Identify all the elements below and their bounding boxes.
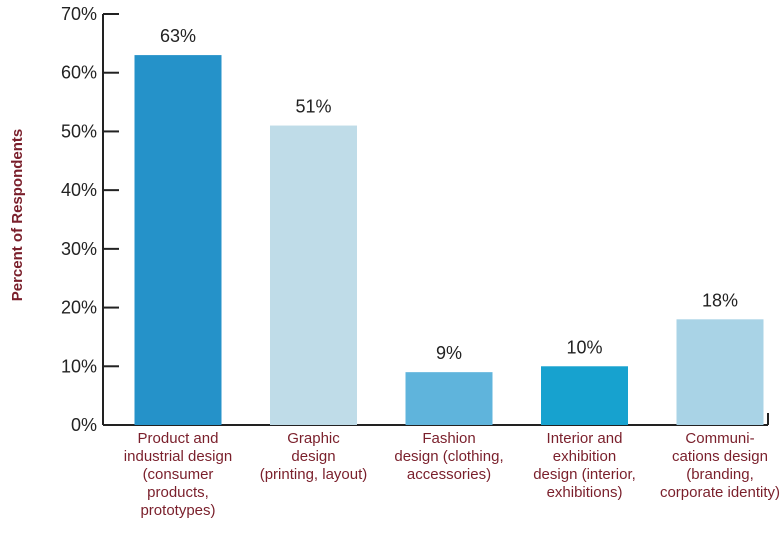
value-label: 63% [160,26,196,46]
y-tick-label: 60% [61,63,97,83]
category-label: Graphic design (printing, layout) [260,430,368,483]
value-label: 10% [566,337,602,357]
y-tick-label: 0% [71,415,97,435]
y-tick-label: 50% [61,121,97,141]
bar [405,372,493,425]
bar [270,125,357,426]
y-axis: 0% 10% 20% 30% 40% 50% 60% 70% [61,4,119,435]
bar [134,55,222,425]
category-label: Product and industrial design (consumer pro… [124,430,232,519]
y-tick-label: 20% [61,298,97,318]
category-label: Communi-cations design (branding, corporat… [660,430,780,501]
bar [541,366,628,425]
bar [676,319,764,425]
value-label: 18% [702,290,738,310]
category-label: Interior and exhibition design (interior, e… [533,430,636,501]
y-tick-label: 10% [61,356,97,376]
category-label: Fashion design (clothing, accessories) [394,430,503,483]
value-label: 9% [436,343,462,363]
y-tick-label: 30% [61,239,97,259]
bars [134,55,764,426]
y-tick-label: 70% [61,4,97,24]
category-labels: Product and industrial design (consumer pro… [124,430,780,519]
y-tick-label: 40% [61,180,97,200]
value-label: 51% [295,97,331,117]
y-axis-title: Percent of Respondents [9,129,26,302]
value-labels: 63% 51% 9% 10% 18% [160,26,738,363]
